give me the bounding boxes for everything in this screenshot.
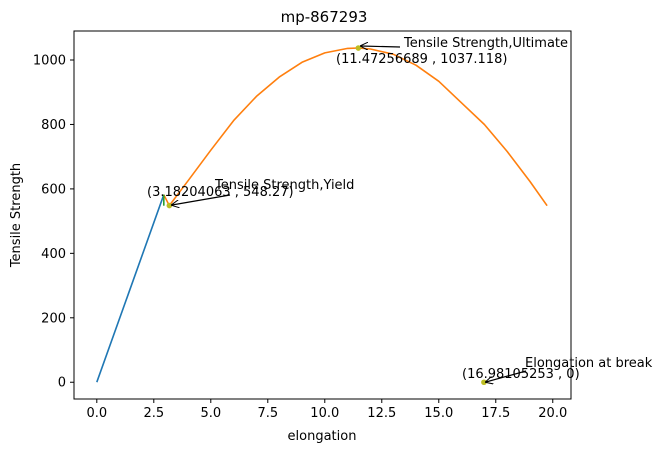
x-tick-label: 12.5 bbox=[367, 406, 396, 421]
y-tick-label: 1000 bbox=[33, 54, 66, 69]
break-annotation-arrow bbox=[486, 370, 527, 382]
yield-annotation-label: Tensile Strength,Yield bbox=[214, 178, 354, 193]
chart-title: mp-867293 bbox=[281, 8, 368, 26]
y-axis-ticks: 0 200 400 600 800 1000 bbox=[33, 54, 74, 391]
x-tick-label: 0.0 bbox=[86, 406, 107, 421]
x-tick-label: 7.5 bbox=[257, 406, 278, 421]
series-layer bbox=[96, 47, 548, 383]
yield-annotation-coords: (3.18204063 , 548.27) bbox=[147, 185, 294, 200]
data-point-2 bbox=[355, 45, 362, 51]
points-layer bbox=[166, 45, 487, 386]
y-tick-label: 400 bbox=[41, 247, 66, 262]
y-tick-label: 200 bbox=[41, 311, 66, 326]
y-tick-label: 0 bbox=[58, 376, 66, 391]
x-tick-label: 10.0 bbox=[310, 406, 339, 421]
plot-frame bbox=[73, 30, 572, 400]
data-point-1 bbox=[166, 202, 173, 209]
y-tick-label: 800 bbox=[41, 118, 66, 133]
x-axis-ticks: 0.0 2.5 5.0 7.5 10.0 12.5 15.0 17.5 20.0 bbox=[86, 399, 567, 421]
x-tick-label: 5.0 bbox=[200, 406, 221, 421]
break-annotation-coords: (16.98105253 , 0) bbox=[462, 367, 580, 382]
yield-annotation-arrow bbox=[172, 194, 231, 205]
series-line-1 bbox=[96, 194, 165, 383]
x-axis-label: elongation bbox=[288, 429, 357, 444]
series-line-2 bbox=[163, 47, 548, 207]
x-tick-label: 2.5 bbox=[143, 406, 164, 421]
y-tick-label: 600 bbox=[41, 182, 66, 197]
ultimate-annotation-coords: (11.47256689 , 1037.118) bbox=[336, 52, 507, 67]
ultimate-annotation-label: Tensile Strength,Ultimate bbox=[403, 36, 568, 51]
x-tick-label: 20.0 bbox=[538, 406, 567, 421]
x-tick-label: 15.0 bbox=[424, 406, 453, 421]
break-annotation-label: Elongation at break bbox=[525, 356, 653, 371]
y-axis-label: Tensile Strength bbox=[9, 163, 24, 268]
x-tick-label: 17.5 bbox=[481, 406, 510, 421]
ultimate-annotation-arrow bbox=[361, 46, 401, 47]
